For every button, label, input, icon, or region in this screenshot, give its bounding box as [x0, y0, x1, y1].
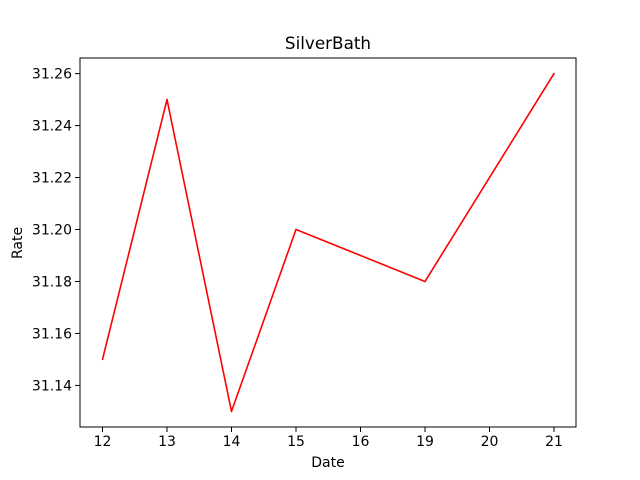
data-point	[101, 358, 104, 361]
series-line	[101, 73, 555, 413]
x-tick-label: 21	[545, 434, 563, 450]
y-tick-label: 31.22	[32, 171, 72, 187]
y-tick-label: 31.24	[32, 119, 72, 135]
y-tick-label: 31.14	[32, 378, 72, 394]
x-axis-label: Date	[311, 455, 344, 471]
data-point	[295, 228, 297, 231]
data-point	[424, 280, 426, 283]
plot-frame	[79, 57, 577, 428]
x-tick-label: 16	[352, 434, 370, 450]
data-point	[553, 72, 555, 75]
plot-marks: 12 13 14 15 16 19 20 21 31.14 31.16 31.18 31.20 31.2…	[32, 67, 563, 450]
x-tick-label: 12	[94, 434, 112, 450]
x-tick-label: 19	[416, 434, 434, 450]
data-point	[166, 98, 168, 101]
y-tick-label: 31.16	[32, 326, 72, 342]
data-point	[230, 410, 233, 413]
chart-title: SilverBath	[285, 33, 371, 53]
x-tick-label: 13	[158, 434, 176, 450]
y-tick-label: 31.26	[32, 67, 72, 83]
x-tick-label: 20	[481, 434, 499, 450]
x-tick-label: 15	[287, 434, 305, 450]
y-tick-label: 31.18	[32, 274, 72, 290]
y-axis-label: Rate	[10, 227, 26, 259]
y-tick-label: 31.20	[32, 223, 72, 239]
x-tick-label: 14	[223, 434, 241, 450]
